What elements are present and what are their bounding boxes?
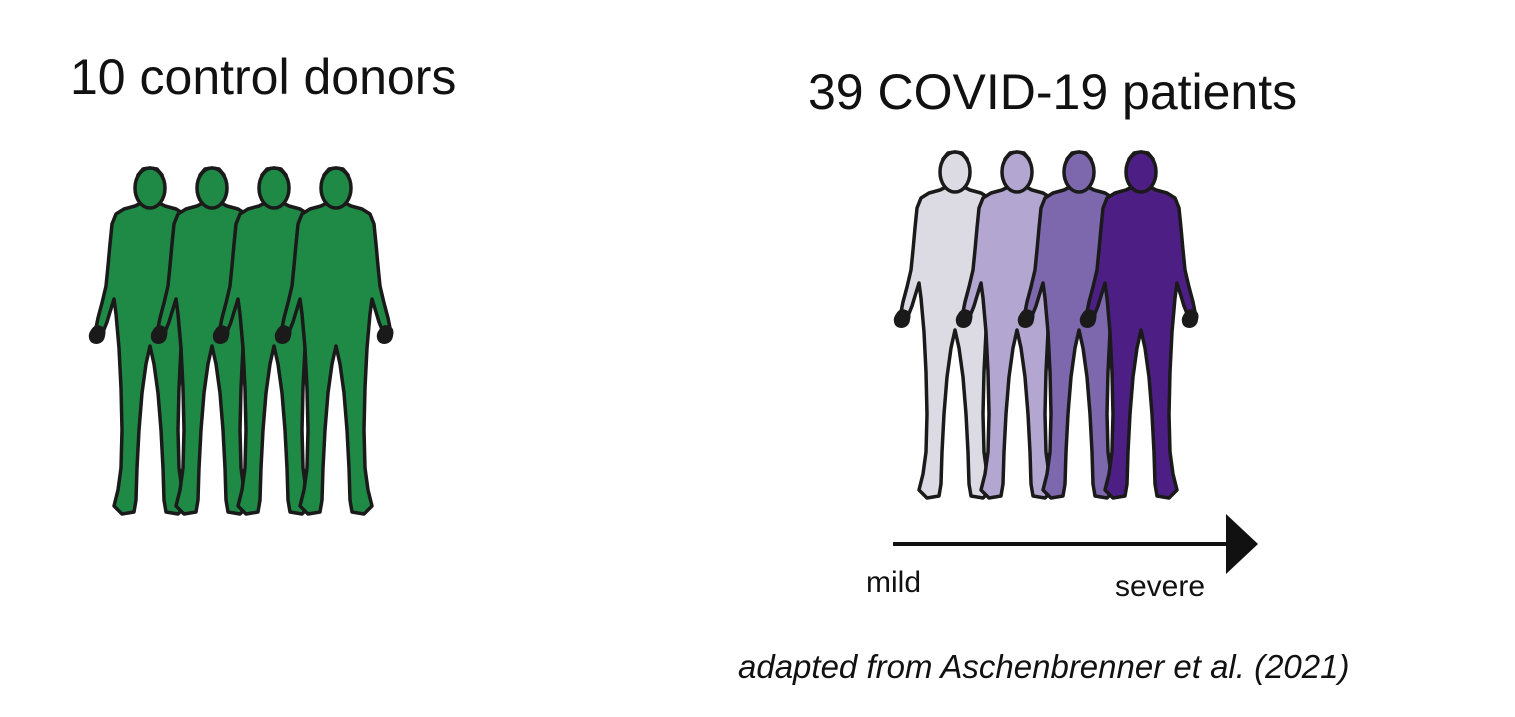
control-donor-figure-left-hand: [150, 325, 168, 344]
severity-arrow: [893, 514, 1258, 574]
severity-mild-label: mild: [866, 566, 922, 599]
covid-patient-figure-left-hand: [1079, 309, 1097, 328]
covid-patient-figure-body: [1085, 150, 1197, 500]
covid-patient-figure-right-hand: [1181, 309, 1199, 328]
control-donor-figure-left-hand: [88, 325, 106, 344]
covid-patient-figure-left-hand: [955, 309, 973, 328]
covid-patient-figure-left-hand: [893, 309, 911, 328]
control-donors-figures: [88, 166, 394, 516]
control-donor-figure-left-hand: [274, 325, 292, 344]
covid-patient-figure-head: [1062, 150, 1096, 194]
control-donor-figure-head: [319, 166, 353, 210]
control-donor-figure-head: [133, 166, 167, 210]
control-donor-figure-head: [195, 166, 229, 210]
severity-severe-label: severe: [1115, 570, 1206, 603]
control-donor-figure-head: [257, 166, 291, 210]
severity-arrow-head: [1226, 514, 1258, 574]
covid-patient-figure-4: [1079, 150, 1199, 500]
control-donor-figure-right-hand: [376, 325, 394, 344]
covid-patients-title: 39 COVID-19 patients: [808, 64, 1298, 120]
covid-patient-figure-head: [1124, 150, 1158, 194]
control-donors-title: 10 control donors: [70, 49, 457, 105]
control-donor-figure-4: [274, 166, 394, 516]
control-donor-figure-body: [280, 166, 392, 516]
citation-text: adapted from Aschenbrenner et al. (2021): [738, 648, 1350, 685]
covid-patients-figures: [893, 150, 1199, 500]
covid-patient-figure-head: [938, 150, 972, 194]
covid-patient-figure-left-hand: [1017, 309, 1035, 328]
covid-patient-figure-head: [1000, 150, 1034, 194]
control-donor-figure-left-hand: [212, 325, 230, 344]
